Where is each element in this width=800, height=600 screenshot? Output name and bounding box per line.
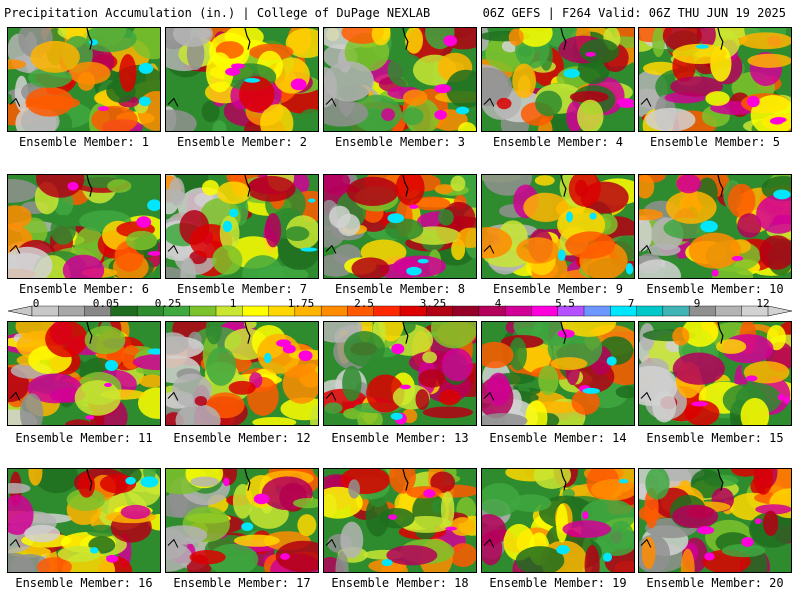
colorbar-swatch <box>452 305 480 317</box>
ensemble-member-label: Ensemble Member: 18 <box>331 576 469 590</box>
ensemble-member-label: Ensemble Member: 2 <box>176 135 308 149</box>
ensemble-member-map <box>7 174 161 279</box>
colorbar-swatch <box>715 305 743 317</box>
colorbar-tick-label: 0 <box>32 297 40 310</box>
ensemble-member-label: Ensemble Member: 10 <box>646 282 784 296</box>
ensemble-member-map <box>638 27 792 132</box>
ensemble-member-map <box>638 321 792 426</box>
colorbar-swatch <box>662 305 690 317</box>
colorbar-tick-label: 5.5 <box>555 297 575 310</box>
ensemble-member-map <box>323 174 477 279</box>
ensemble-member-map <box>165 321 319 426</box>
ensemble-member-label: Ensemble Member: 5 <box>649 135 781 149</box>
ensemble-member-label: Ensemble Member: 11 <box>15 431 153 445</box>
colorbar-tick-label: 4 <box>494 297 502 310</box>
colorbar-swatch <box>531 305 559 317</box>
ensemble-member-label: Ensemble Member: 3 <box>334 135 466 149</box>
ensemble-member-label: Ensemble Member: 9 <box>492 282 624 296</box>
ensemble-member-label: Ensemble Member: 14 <box>489 431 627 445</box>
colorbar-swatch <box>58 305 86 317</box>
colorbar-swatch <box>242 305 270 317</box>
ensemble-member-map <box>638 468 792 573</box>
ensemble-member-label: Ensemble Member: 13 <box>331 431 469 445</box>
ensemble-member-label: Ensemble Member: 6 <box>18 282 150 296</box>
colorbar-swatch <box>320 305 348 317</box>
ensemble-member-map <box>481 27 635 132</box>
ensemble-member-label: Ensemble Member: 20 <box>646 576 784 590</box>
colorbar-swatch <box>189 305 217 317</box>
colorbar <box>7 305 793 317</box>
colorbar-tick-label: 7 <box>627 297 635 310</box>
colorbar-tick-label: 0.05 <box>92 297 120 310</box>
ensemble-member-label: Ensemble Member: 7 <box>176 282 308 296</box>
ensemble-member-map <box>165 27 319 132</box>
ensemble-member-map <box>7 468 161 573</box>
ensemble-member-map <box>638 174 792 279</box>
ensemble-member-label: Ensemble Member: 16 <box>15 576 153 590</box>
colorbar-swatch <box>373 305 401 317</box>
ensemble-member-label: Ensemble Member: 19 <box>489 576 627 590</box>
ensemble-member-map <box>7 321 161 426</box>
colorbar-tick-label: 9 <box>693 297 701 310</box>
colorbar-tick-label: 12 <box>756 297 770 310</box>
colorbar-tick-label: 0.25 <box>154 297 182 310</box>
colorbar-tick-label: 2.5 <box>354 297 374 310</box>
ensemble-member-map <box>7 27 161 132</box>
colorbar-swatch <box>636 305 664 317</box>
ensemble-member-label: Ensemble Member: 4 <box>492 135 624 149</box>
colorbar-swatch <box>583 305 611 317</box>
ensemble-member-map <box>165 468 319 573</box>
ensemble-member-label: Ensemble Member: 8 <box>334 282 466 296</box>
ensemble-member-map <box>481 321 635 426</box>
ensemble-member-map <box>323 321 477 426</box>
run-valid-time: 06Z GEFS | F264 Valid: 06Z THU JUN 19 20… <box>482 6 786 20</box>
ensemble-member-label: Ensemble Member: 12 <box>173 431 311 445</box>
ensemble-member-label: Ensemble Member: 17 <box>173 576 311 590</box>
ensemble-member-map <box>481 468 635 573</box>
colorbar-tick-label: 1 <box>229 297 237 310</box>
ensemble-member-label: Ensemble Member: 1 <box>18 135 150 149</box>
ensemble-member-map <box>323 27 477 132</box>
colorbar-swatch <box>504 305 532 317</box>
ensemble-member-label: Ensemble Member: 15 <box>646 431 784 445</box>
colorbar-tick-label: 1.75 <box>287 297 315 310</box>
ensemble-member-map <box>323 468 477 573</box>
ensemble-member-map <box>481 174 635 279</box>
ensemble-member-map <box>165 174 319 279</box>
colorbar-tick-label: 3.25 <box>419 297 447 310</box>
header-title: Precipitation Accumulation (in.) | Colle… <box>4 6 431 20</box>
